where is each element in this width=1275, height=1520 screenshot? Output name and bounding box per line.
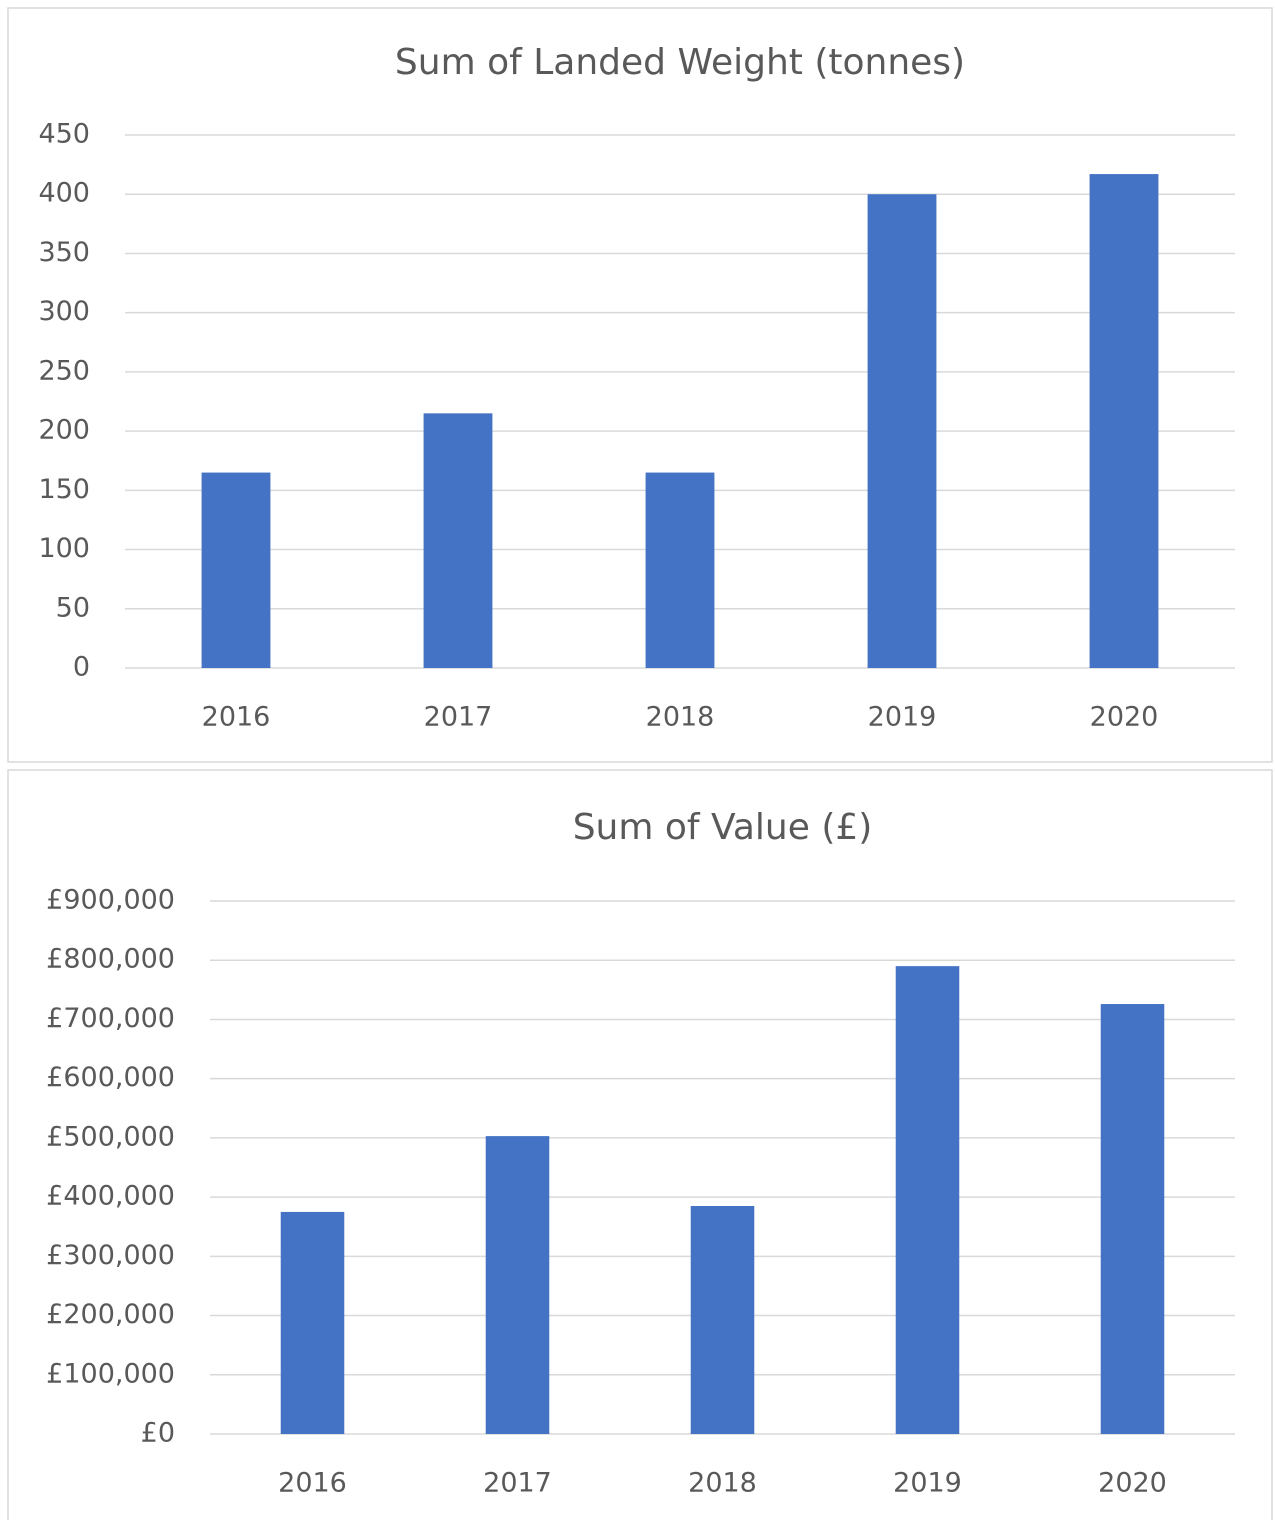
x-tick-label: 2019 — [868, 702, 937, 733]
y-tick-label: 50 — [56, 592, 90, 623]
y-tick-label: 350 — [38, 237, 90, 268]
y-tick-label: £100,000 — [46, 1358, 175, 1389]
y-tick-label: 100 — [38, 533, 90, 564]
bar — [867, 194, 937, 668]
y-tick-label: 400 — [38, 178, 90, 209]
bar — [895, 966, 960, 1434]
y-tick-label: £900,000 — [46, 885, 175, 916]
y-tick-label: 250 — [38, 355, 90, 386]
x-tick-label: 2020 — [1098, 1468, 1167, 1499]
bar — [201, 472, 271, 668]
y-tick-label: £700,000 — [46, 1003, 175, 1034]
chart-title: Sum of Landed Weight (tonnes) — [395, 42, 965, 83]
y-tick-label: £400,000 — [46, 1181, 175, 1212]
y-tick-label: 300 — [38, 296, 90, 327]
y-tick-label: 0 — [73, 652, 90, 683]
y-tick-label: 450 — [38, 119, 90, 150]
y-tick-label: £800,000 — [46, 944, 175, 975]
x-tick-label: 2016 — [202, 702, 271, 733]
bar — [485, 1136, 550, 1434]
chart-frame — [7, 7, 1273, 763]
bar — [1100, 1004, 1165, 1434]
bar — [690, 1205, 755, 1434]
bar — [1089, 174, 1159, 668]
y-tick-label: 200 — [38, 415, 90, 446]
x-tick-label: 2017 — [483, 1468, 552, 1499]
x-tick-label: 2020 — [1090, 702, 1159, 733]
y-tick-label: £600,000 — [46, 1062, 175, 1093]
x-tick-label: 2019 — [893, 1468, 962, 1499]
bar — [280, 1211, 345, 1434]
x-tick-label: 2018 — [688, 1468, 757, 1499]
y-tick-label: 150 — [38, 474, 90, 505]
chart-frame — [7, 769, 1273, 1520]
bar — [645, 472, 715, 668]
y-tick-label: £0 — [141, 1418, 175, 1449]
chart-title: Sum of Value (£) — [573, 807, 873, 848]
y-tick-label: £200,000 — [46, 1299, 175, 1330]
x-tick-label: 2017 — [424, 702, 493, 733]
x-tick-label: 2016 — [278, 1468, 347, 1499]
y-tick-label: £300,000 — [46, 1240, 175, 1271]
y-tick-label: £500,000 — [46, 1121, 175, 1152]
x-tick-label: 2018 — [646, 702, 715, 733]
bar — [423, 413, 493, 668]
